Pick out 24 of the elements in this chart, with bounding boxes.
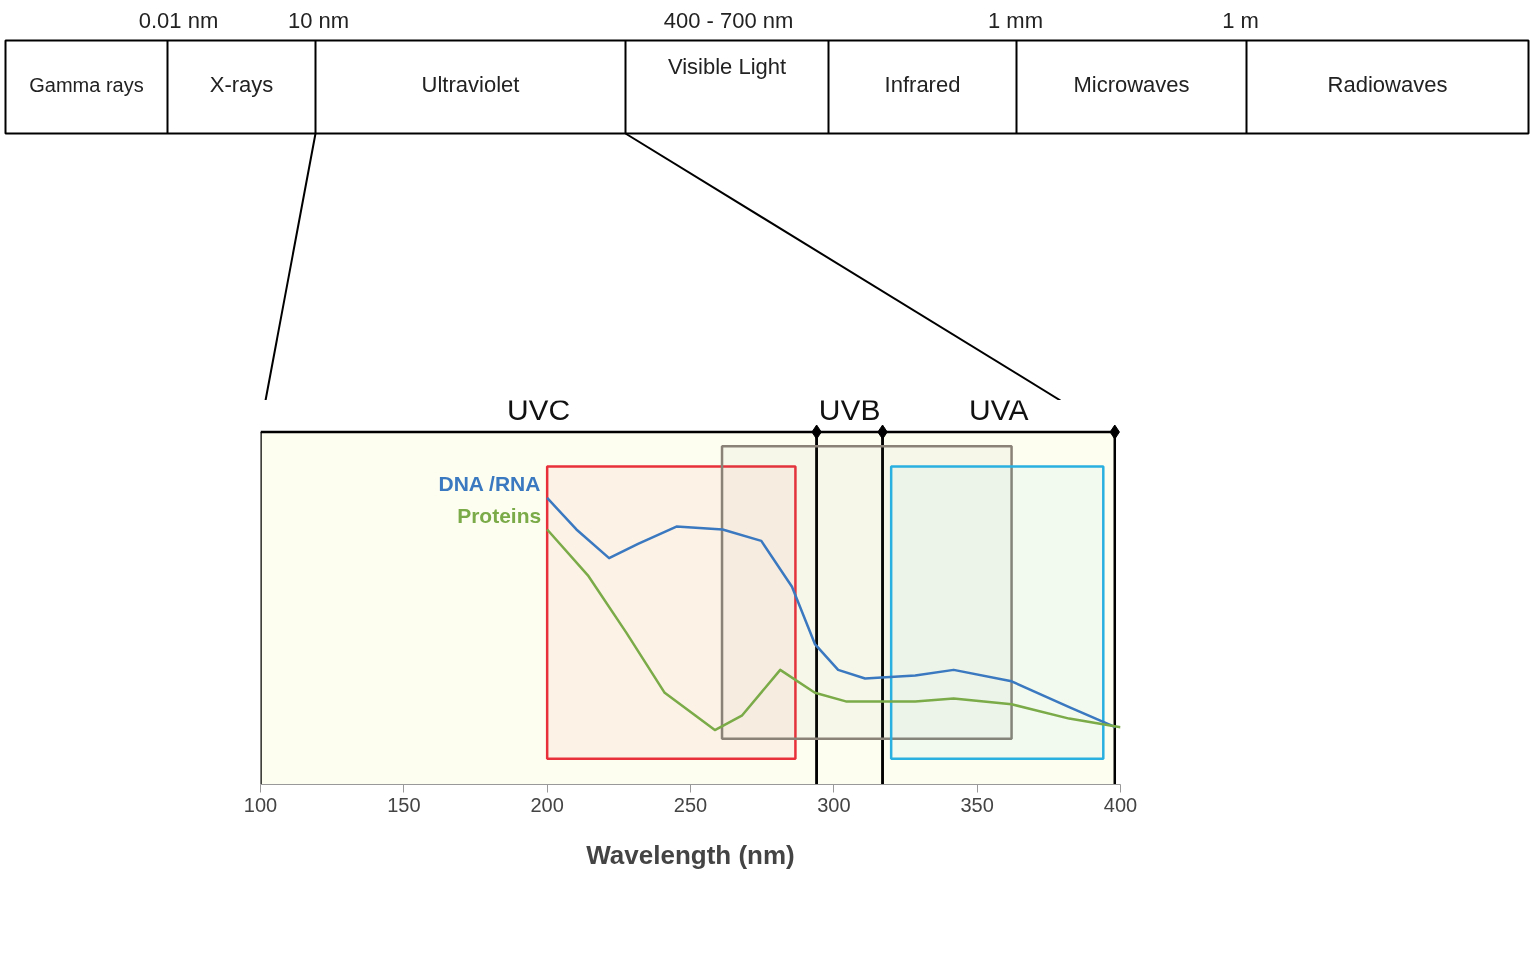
text: X-rays xyxy=(209,72,274,97)
band-label: UVA xyxy=(968,393,1029,427)
text: 1 m xyxy=(1222,8,1259,33)
x-tick-label: 300 xyxy=(817,793,851,816)
series-label: DNA /RNA xyxy=(438,472,541,496)
text: Radiowaves xyxy=(1327,72,1448,97)
text: 400 - 700 nm xyxy=(663,8,794,33)
x-axis-title: Wavelength (nm) xyxy=(586,839,795,870)
text: Gamma rays xyxy=(29,73,144,96)
x-tick-label: 350 xyxy=(960,793,994,816)
text: Ultraviolet xyxy=(421,72,520,97)
x-tick-label: 150 xyxy=(387,793,421,816)
band-label: UVB xyxy=(818,393,881,427)
x-tick-label: 100 xyxy=(243,793,278,816)
text: 1 mm xyxy=(988,8,1043,33)
text: Microwaves xyxy=(1073,72,1190,97)
x-tick-label: 200 xyxy=(530,793,564,816)
text: Infrared xyxy=(884,72,961,97)
text: 0.01 nm xyxy=(138,8,219,33)
x-tick-label: 250 xyxy=(673,793,708,816)
x-tick-label: 400 xyxy=(1103,793,1138,816)
series-label: Proteins xyxy=(457,503,542,527)
text: 10 nm xyxy=(287,8,350,33)
text: Visible Light xyxy=(667,54,787,79)
